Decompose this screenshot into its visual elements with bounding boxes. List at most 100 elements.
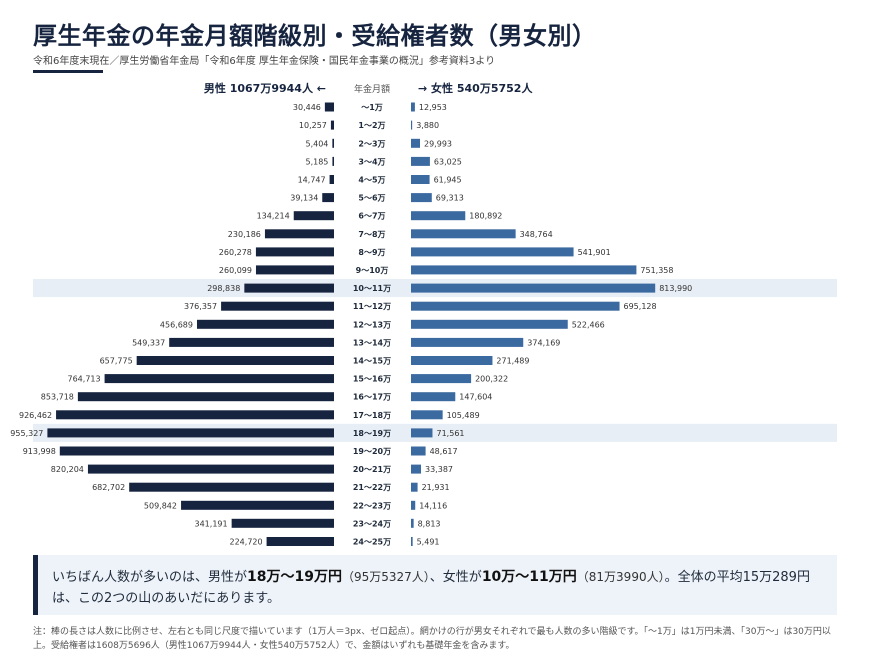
male-value-label: 134,214 <box>257 212 290 221</box>
male-bar <box>329 175 334 184</box>
category-label: 9〜10万 <box>356 266 389 275</box>
female-value-label: 29,993 <box>424 139 452 148</box>
male-value-label: 509,842 <box>144 501 177 510</box>
male-value-label: 5,185 <box>305 157 328 166</box>
callout-male-count: （95万5327人） <box>341 570 430 584</box>
female-value-label: 105,489 <box>447 411 480 420</box>
category-label: 4〜5万 <box>358 176 385 185</box>
category-label: 〜1万 <box>361 103 383 112</box>
female-bar <box>411 446 426 456</box>
male-value-label: 376,357 <box>184 302 217 311</box>
callout-text-2: 、女性が <box>429 570 482 585</box>
male-value-label: 10,257 <box>299 121 327 130</box>
category-axis-header: 年金月額 <box>354 83 390 95</box>
female-bar <box>411 156 430 166</box>
female-value-label: 374,169 <box>527 338 560 347</box>
male-value-label: 820,204 <box>51 465 84 474</box>
male-bar <box>47 428 335 438</box>
category-label: 1〜2万 <box>358 121 385 130</box>
female-bar <box>411 301 620 311</box>
female-value-label: 61,945 <box>434 176 462 185</box>
callout-male-peak: 18万〜19万円 <box>247 569 342 585</box>
male-value-label: 913,998 <box>23 447 56 456</box>
female-bar <box>411 482 418 492</box>
category-label: 8〜9万 <box>358 248 385 257</box>
male-value-label: 955,327 <box>10 429 43 438</box>
female-bar <box>411 464 422 474</box>
female-value-label: 695,128 <box>624 302 657 311</box>
male-series-header: 男性 1067万9944人 ← <box>204 81 326 95</box>
category-label: 19〜20万 <box>353 447 391 456</box>
callout-female-count: （81万3990人） <box>576 570 665 584</box>
female-value-label: 63,025 <box>434 157 462 166</box>
male-value-label: 14,747 <box>298 176 326 185</box>
male-value-label: 764,713 <box>68 375 101 384</box>
male-value-label: 224,720 <box>230 538 263 547</box>
female-bar <box>411 193 432 203</box>
female-value-label: 48,617 <box>430 447 458 456</box>
female-bar <box>411 102 415 112</box>
category-label: 20〜21万 <box>353 465 391 474</box>
female-bar <box>411 319 568 329</box>
female-value-label: 200,322 <box>475 375 508 384</box>
category-label: 18〜19万 <box>353 429 391 438</box>
category-label: 24〜25万 <box>353 538 391 547</box>
callout-text-1: いちばん人数が多いのは、男性が <box>52 570 248 585</box>
category-label: 7〜8万 <box>358 230 385 239</box>
male-bar <box>56 410 335 420</box>
female-bar <box>411 211 466 221</box>
female-value-label: 69,313 <box>436 194 464 203</box>
female-value-label: 5,491 <box>417 538 440 547</box>
category-label: 17〜18万 <box>353 411 391 420</box>
category-label: 12〜13万 <box>353 320 391 329</box>
male-bar <box>129 482 334 492</box>
male-value-label: 39,134 <box>290 194 318 203</box>
category-label: 2〜3万 <box>358 139 385 148</box>
male-bar <box>322 193 334 203</box>
male-bar <box>264 229 334 239</box>
female-bar <box>411 410 443 420</box>
category-label: 15〜16万 <box>353 375 391 384</box>
category-label: 14〜15万 <box>353 357 391 366</box>
page-subtitle: 令和6年度末現在／厚生労働省年金局「令和6年度 厚生年金保険・国民年金事業の概況… <box>33 56 496 67</box>
female-bar <box>411 283 656 293</box>
male-bar <box>196 319 334 329</box>
female-value-label: 751,358 <box>640 266 673 275</box>
male-value-label: 682,702 <box>92 483 125 492</box>
page-title: 厚生年金の年金月額階級別・受給権者数（男女別） <box>33 22 597 50</box>
female-value-label: 813,990 <box>659 284 692 293</box>
male-value-label: 260,278 <box>219 248 252 257</box>
male-bar <box>136 356 334 365</box>
category-label: 16〜17万 <box>353 393 391 402</box>
category-label: 22〜23万 <box>353 501 391 510</box>
female-bar <box>411 537 413 546</box>
female-value-label: 8,813 <box>418 519 441 528</box>
summary-callout: いちばん人数が多いのは、男性が18万〜19万円（95万5327人）、女性が10万… <box>33 555 837 615</box>
male-value-label: 230,186 <box>228 230 261 239</box>
category-label: 11〜12万 <box>353 302 391 311</box>
male-value-label: 341,191 <box>195 519 228 528</box>
male-value-label: 456,689 <box>160 320 193 329</box>
footnote: 注：棒の長さは人数に比例させ、左右とも同じ尺度で描いています（1万人＝3px、ゼ… <box>33 627 831 651</box>
category-label: 21〜22万 <box>353 483 391 492</box>
female-bar <box>411 265 637 275</box>
male-bar <box>330 120 334 130</box>
female-value-label: 33,387 <box>425 465 453 474</box>
category-label: 10〜11万 <box>353 284 391 293</box>
female-value-label: 147,604 <box>459 393 492 402</box>
male-bar <box>332 138 334 148</box>
category-label: 13〜14万 <box>353 338 391 347</box>
female-bar <box>411 120 413 130</box>
category-label: 5〜6万 <box>358 194 385 203</box>
butterfly-chart: 男性 1067万9944人 ← 年金月額 → 女性 540万5752人 30,446 1… <box>10 81 837 547</box>
female-bar <box>411 337 524 347</box>
male-value-label: 549,337 <box>132 338 165 347</box>
female-bar <box>411 138 420 148</box>
male-bar <box>104 374 334 384</box>
female-value-label: 541,901 <box>578 248 611 257</box>
male-bar <box>221 301 334 311</box>
male-bar <box>169 337 334 347</box>
female-value-label: 71,561 <box>437 429 465 438</box>
female-bar <box>411 356 493 365</box>
male-bar <box>244 283 334 293</box>
